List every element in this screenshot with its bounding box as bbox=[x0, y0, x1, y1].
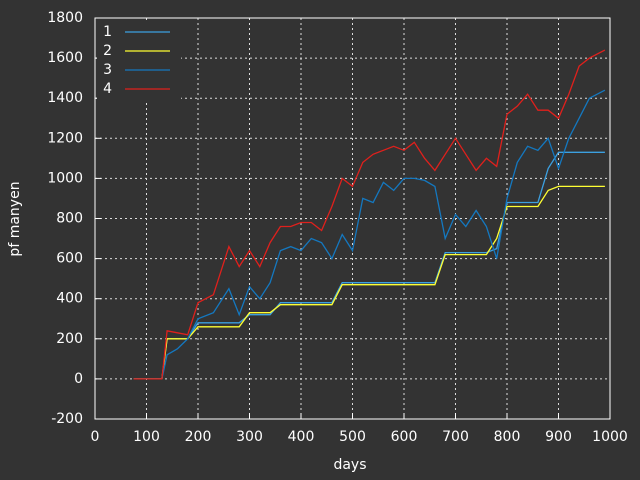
y-tick-label: 1400 bbox=[47, 90, 83, 106]
y-tick-label: -200 bbox=[51, 411, 83, 427]
x-axis-label: days bbox=[333, 457, 366, 473]
x-tick-label: 900 bbox=[545, 429, 572, 445]
x-tick-label: 100 bbox=[133, 429, 160, 445]
y-tick-label: 800 bbox=[56, 211, 83, 227]
legend-label: 4 bbox=[103, 81, 112, 97]
legend-label: 1 bbox=[103, 24, 112, 40]
x-tick-label: 800 bbox=[494, 429, 521, 445]
y-tick-label: 1000 bbox=[47, 170, 83, 186]
x-tick-label: 0 bbox=[91, 429, 100, 445]
y-tick-label: 200 bbox=[56, 331, 83, 347]
x-tick-label: 200 bbox=[185, 429, 212, 445]
y-tick-label: 1200 bbox=[47, 130, 83, 146]
x-tick-label: 300 bbox=[236, 429, 263, 445]
plot-frame bbox=[94, 17, 611, 420]
series-line bbox=[133, 151, 605, 380]
x-tick-label: 600 bbox=[391, 429, 418, 445]
y-tick-label: 1800 bbox=[47, 10, 83, 26]
x-tick-label: 400 bbox=[288, 429, 315, 445]
legend-label: 3 bbox=[103, 62, 112, 78]
x-tick-label: 500 bbox=[339, 429, 366, 445]
y-axis-label: pf manyen bbox=[7, 181, 23, 256]
y-tick-label: 600 bbox=[56, 251, 83, 267]
y-tick-label: 0 bbox=[74, 371, 83, 387]
y-tick-label: 1600 bbox=[47, 50, 83, 66]
x-tick-label: 700 bbox=[442, 429, 469, 445]
series-line bbox=[133, 185, 605, 380]
x-tick-label: 1000 bbox=[592, 429, 628, 445]
series-line bbox=[133, 49, 606, 380]
legend-label: 2 bbox=[103, 43, 112, 59]
legend-background bbox=[97, 20, 181, 102]
y-tick-label: 400 bbox=[56, 291, 83, 307]
series-line bbox=[133, 89, 606, 380]
